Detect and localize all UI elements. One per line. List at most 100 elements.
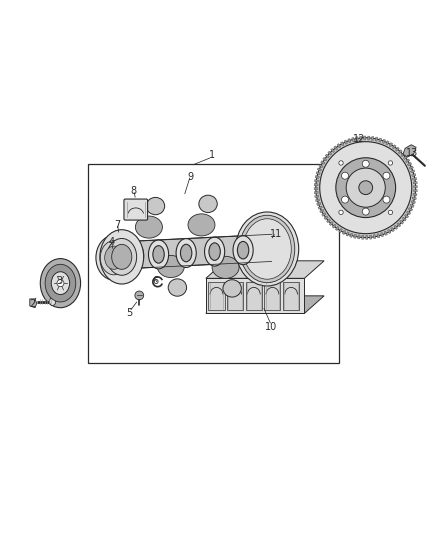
Polygon shape — [314, 183, 318, 186]
Ellipse shape — [233, 236, 253, 265]
Polygon shape — [375, 137, 378, 141]
Polygon shape — [413, 190, 417, 192]
Circle shape — [383, 196, 390, 203]
Polygon shape — [30, 299, 37, 308]
Polygon shape — [356, 136, 358, 141]
Polygon shape — [364, 136, 366, 140]
Text: 11: 11 — [270, 229, 282, 239]
Polygon shape — [389, 142, 393, 147]
Circle shape — [362, 208, 369, 215]
Polygon shape — [332, 224, 336, 228]
Polygon shape — [331, 148, 335, 152]
Text: 3: 3 — [56, 276, 62, 286]
Circle shape — [339, 210, 343, 215]
Ellipse shape — [209, 243, 220, 260]
Ellipse shape — [96, 236, 132, 280]
Polygon shape — [329, 221, 333, 225]
Ellipse shape — [51, 272, 70, 295]
Polygon shape — [411, 200, 416, 204]
Ellipse shape — [236, 212, 299, 286]
Polygon shape — [402, 217, 406, 221]
Ellipse shape — [346, 168, 385, 207]
Polygon shape — [406, 211, 411, 215]
Polygon shape — [413, 185, 417, 188]
Polygon shape — [394, 225, 398, 230]
Ellipse shape — [223, 280, 241, 297]
Ellipse shape — [100, 230, 144, 284]
Ellipse shape — [128, 247, 139, 264]
Text: 13: 13 — [406, 148, 418, 158]
Text: 8: 8 — [131, 186, 137, 196]
Polygon shape — [413, 177, 417, 180]
Circle shape — [388, 161, 392, 165]
Polygon shape — [315, 175, 319, 179]
Ellipse shape — [148, 240, 169, 269]
Polygon shape — [342, 230, 346, 235]
Polygon shape — [406, 159, 410, 163]
Polygon shape — [387, 229, 391, 233]
Polygon shape — [360, 136, 362, 140]
Polygon shape — [314, 191, 318, 193]
Ellipse shape — [176, 239, 196, 268]
Polygon shape — [350, 233, 353, 237]
Circle shape — [342, 196, 349, 203]
Polygon shape — [399, 220, 404, 224]
Polygon shape — [325, 154, 329, 158]
Polygon shape — [328, 151, 332, 155]
Polygon shape — [321, 160, 325, 164]
Ellipse shape — [180, 244, 192, 262]
Polygon shape — [352, 138, 355, 142]
Polygon shape — [362, 235, 364, 239]
Ellipse shape — [49, 297, 56, 305]
Text: 12: 12 — [353, 134, 365, 144]
Polygon shape — [326, 219, 331, 223]
Polygon shape — [315, 199, 320, 201]
Ellipse shape — [112, 245, 132, 269]
Ellipse shape — [243, 219, 291, 279]
Ellipse shape — [107, 238, 137, 275]
Polygon shape — [336, 227, 339, 231]
Polygon shape — [367, 136, 370, 140]
Polygon shape — [314, 188, 318, 190]
Polygon shape — [321, 213, 326, 216]
Polygon shape — [410, 204, 414, 207]
Polygon shape — [412, 174, 416, 176]
Ellipse shape — [320, 142, 412, 233]
Polygon shape — [409, 166, 413, 169]
Polygon shape — [206, 296, 324, 313]
Ellipse shape — [168, 279, 187, 296]
Text: 5: 5 — [126, 309, 132, 318]
Polygon shape — [339, 228, 343, 233]
Polygon shape — [391, 228, 395, 232]
Polygon shape — [398, 150, 402, 154]
Polygon shape — [334, 146, 338, 150]
Bar — [227, 282, 243, 310]
Polygon shape — [371, 136, 374, 141]
Ellipse shape — [45, 264, 76, 302]
Polygon shape — [346, 232, 349, 236]
Polygon shape — [404, 214, 409, 218]
Text: 2: 2 — [30, 298, 36, 309]
Ellipse shape — [359, 181, 373, 195]
Ellipse shape — [135, 216, 162, 238]
Polygon shape — [317, 203, 321, 206]
Ellipse shape — [199, 195, 217, 213]
Ellipse shape — [237, 241, 249, 259]
Circle shape — [362, 160, 369, 167]
Polygon shape — [344, 140, 347, 144]
Text: 6: 6 — [152, 276, 159, 286]
Polygon shape — [403, 156, 407, 159]
Ellipse shape — [153, 246, 164, 263]
Bar — [283, 282, 299, 310]
Circle shape — [339, 161, 343, 165]
FancyBboxPatch shape — [124, 199, 148, 220]
Ellipse shape — [100, 241, 127, 275]
Ellipse shape — [212, 256, 239, 278]
Circle shape — [342, 172, 349, 179]
Polygon shape — [206, 278, 304, 313]
Polygon shape — [348, 139, 351, 143]
Polygon shape — [337, 143, 341, 148]
Polygon shape — [317, 168, 321, 171]
Polygon shape — [340, 142, 344, 146]
Polygon shape — [110, 235, 272, 270]
